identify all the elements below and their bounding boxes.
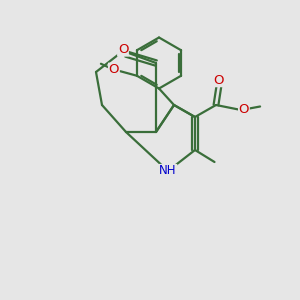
Text: O: O [239,103,249,116]
Text: O: O [109,63,119,76]
Text: NH: NH [159,164,177,178]
Text: O: O [214,74,224,87]
Text: O: O [118,43,128,56]
